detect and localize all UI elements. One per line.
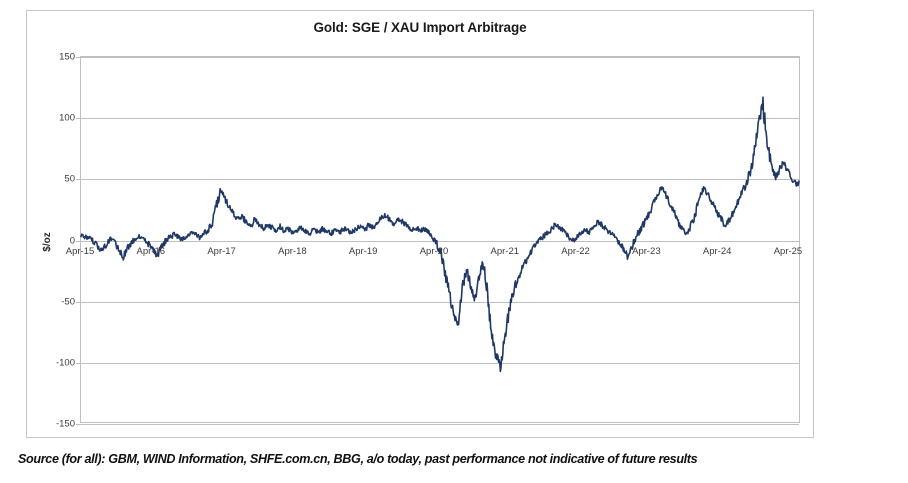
gridline--150 (81, 424, 799, 425)
y-tick-mark-150 (76, 57, 81, 58)
y-tick-label--50: -50 (61, 296, 75, 308)
x-tick-label-Apr-25: Apr-25 (773, 245, 803, 257)
plot-area: 150 100 50 0 -50 -100 -150 (56, 52, 800, 430)
gridline-0 (81, 240, 799, 242)
gridline-100 (81, 118, 799, 120)
x-tick-label-Apr-22: Apr-22 (561, 245, 590, 257)
y-tick-mark--100 (76, 362, 81, 364)
x-tick-label-Apr-21: Apr-21 (490, 245, 520, 257)
y-tick-mark-100 (76, 118, 81, 120)
gridline--50 (81, 301, 799, 303)
series-line-chart (80, 96, 800, 373)
gridline-150 (81, 57, 799, 58)
y-tick-mark-0 (76, 240, 81, 242)
y-tick-label--100: -100 (55, 357, 75, 369)
y-tick-label--150: -150 (55, 418, 75, 430)
y-tick-label-150: 150 (59, 51, 75, 63)
y-tick-mark--150 (76, 424, 81, 425)
y-tick-label-50: 50 (64, 173, 75, 185)
x-tick-label-Apr-18: Apr-18 (278, 245, 307, 257)
x-tick-label-Apr-15: Apr-15 (65, 245, 95, 257)
series-polyline (80, 96, 800, 373)
y-tick-label-100: 100 (59, 112, 75, 124)
x-tick-label-Apr-17: Apr-17 (207, 245, 236, 257)
x-tick-label-Apr-16: Apr-16 (136, 245, 166, 257)
y-tick-mark-50 (76, 179, 81, 181)
y-tick-label-0: 0 (69, 235, 75, 246)
y-axis-title: $/oz (42, 231, 54, 252)
x-tick-label-Apr-19: Apr-19 (348, 245, 378, 257)
gridline--100 (81, 362, 799, 364)
source-note: Source (for all): GBM, WIND Information,… (18, 452, 698, 466)
x-tick-label-Apr-23: Apr-23 (632, 245, 661, 257)
x-tick-label-Apr-20: Apr-20 (419, 245, 449, 257)
y-tick-mark--50 (76, 301, 81, 303)
gridline-50 (81, 179, 799, 181)
chart-title: Gold: SGE / XAU Import Arbitrage (313, 20, 527, 35)
x-tick-label-Apr-24: Apr-24 (702, 245, 732, 257)
